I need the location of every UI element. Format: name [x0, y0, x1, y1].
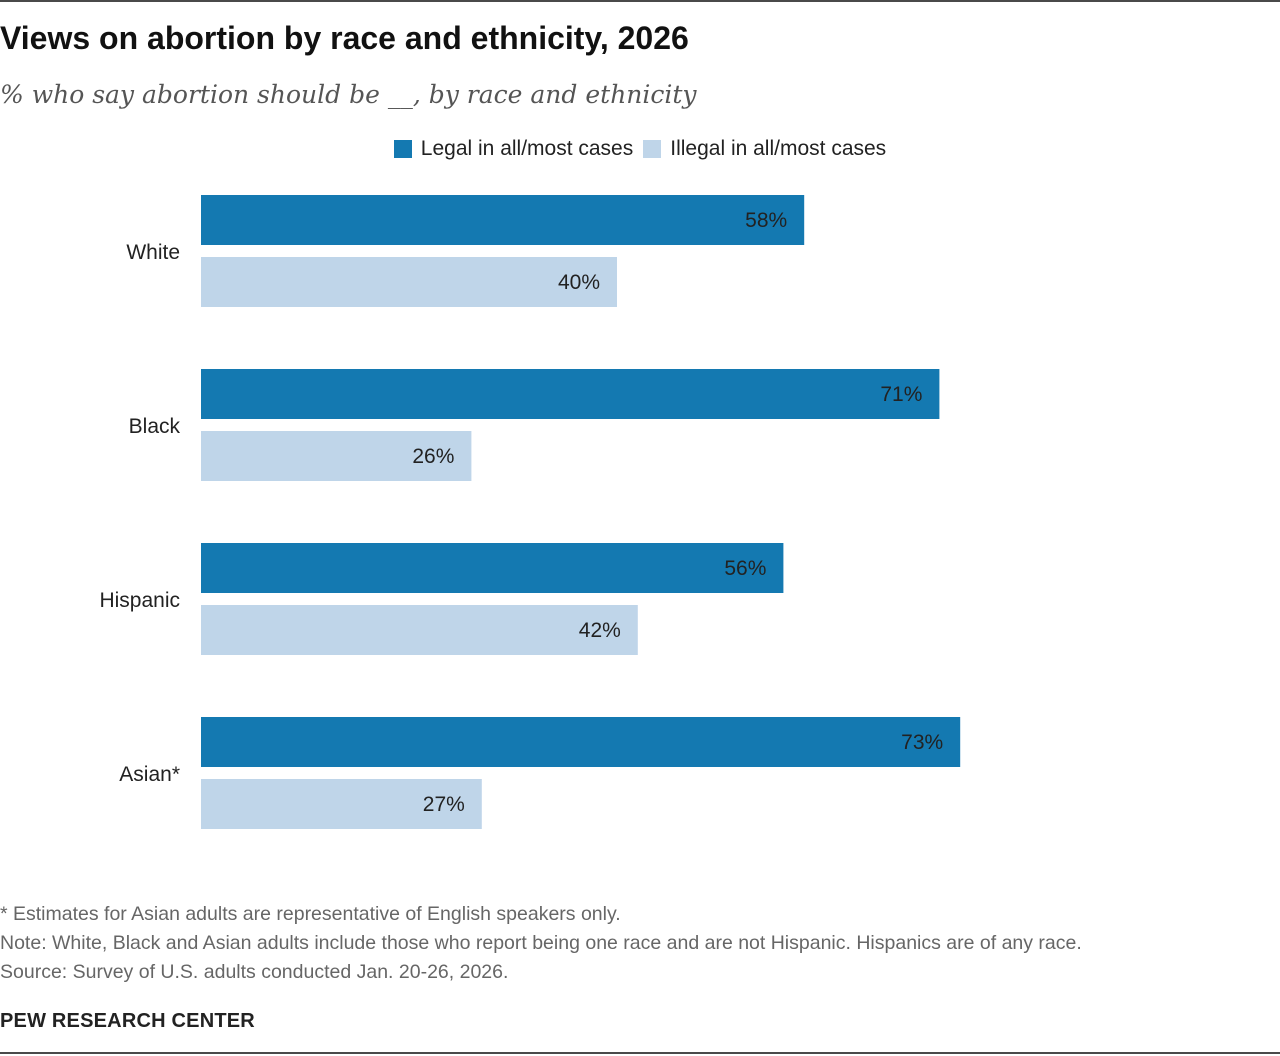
data-label-legal-white: 58%	[745, 209, 787, 232]
legend-label-legal: Legal in all/most cases	[420, 137, 634, 160]
note-text: Note: White, Black and Asian adults incl…	[0, 932, 1082, 954]
bar-illegal-hispanic	[201, 605, 638, 655]
bottom-rule	[0, 1052, 1280, 1054]
legend-item-illegal: Illegal in all/most cases	[643, 137, 886, 161]
bar-legal-black	[201, 369, 940, 419]
category-label-black: Black	[129, 415, 181, 438]
bar-illegal-asian	[201, 779, 482, 829]
legend: Legal in all/most cases Illegal in all/m…	[0, 137, 1280, 161]
bar-legal-white	[201, 195, 805, 245]
category-label-asian: Asian*	[119, 763, 180, 786]
chart-title: Views on abortion by race and ethnicity,…	[0, 20, 689, 56]
chart-subtitle: % who say abortion should be __, by race…	[0, 80, 697, 109]
data-label-illegal-hispanic: 42%	[579, 619, 621, 642]
legend-item-legal: Legal in all/most cases	[393, 137, 634, 161]
notes: * Estimates for Asian adults are represe…	[0, 900, 1082, 987]
legend-swatch-legal	[393, 140, 412, 158]
category-label-hispanic: Hispanic	[99, 589, 180, 612]
source-text: Source: Survey of U.S. adults conducted …	[0, 961, 509, 983]
data-label-illegal-white: 40%	[558, 271, 600, 294]
footnote-asian: * Estimates for Asian adults are represe…	[0, 903, 621, 925]
bar-legal-asian	[201, 717, 961, 767]
bar-chart: White 58% 40% Black 71% 26% Hispanic 56% 42% Asia…	[99, 195, 961, 829]
bar-illegal-black	[201, 431, 472, 481]
source-organization: PEW RESEARCH CENTER	[0, 1010, 255, 1032]
data-label-legal-asian: 73%	[901, 731, 943, 754]
category-label-white: White	[126, 241, 180, 264]
top-rule	[0, 0, 1280, 2]
bar-legal-hispanic	[201, 543, 784, 593]
data-label-illegal-asian: 27%	[423, 793, 465, 816]
legend-label-illegal: Illegal in all/most cases	[670, 137, 887, 160]
legend-swatch-illegal	[643, 140, 662, 158]
bar-illegal-white	[201, 257, 617, 307]
data-label-legal-hispanic: 56%	[724, 557, 766, 580]
data-label-illegal-black: 26%	[412, 445, 454, 468]
data-label-legal-black: 71%	[880, 383, 922, 406]
